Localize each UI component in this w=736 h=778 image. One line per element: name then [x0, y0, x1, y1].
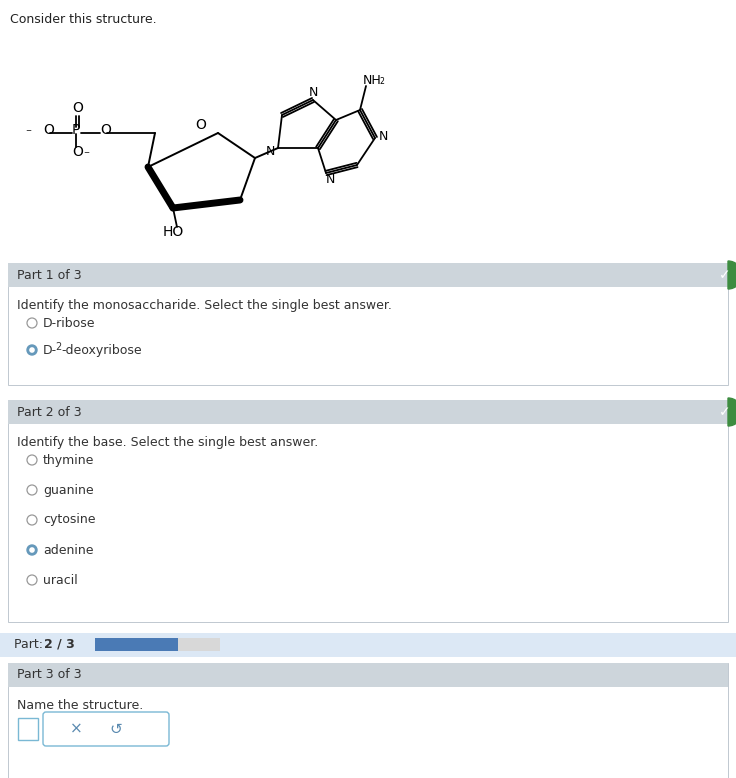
Text: ↺: ↺	[110, 721, 122, 737]
Text: thymine: thymine	[43, 454, 94, 467]
FancyBboxPatch shape	[8, 400, 728, 622]
Circle shape	[30, 348, 34, 352]
Text: cytosine: cytosine	[43, 513, 96, 527]
Text: ✓: ✓	[719, 405, 731, 419]
FancyBboxPatch shape	[0, 633, 736, 657]
Text: Part 3 of 3: Part 3 of 3	[17, 668, 82, 682]
Text: HO: HO	[163, 225, 184, 239]
Text: O: O	[100, 123, 111, 137]
Text: O: O	[195, 118, 206, 132]
Text: N: N	[378, 129, 388, 142]
Text: Part 1 of 3: Part 1 of 3	[17, 268, 82, 282]
FancyBboxPatch shape	[95, 638, 220, 651]
Text: ×: ×	[70, 721, 82, 737]
Text: D-: D-	[43, 344, 57, 356]
Text: P: P	[72, 123, 80, 137]
FancyBboxPatch shape	[8, 663, 728, 687]
FancyBboxPatch shape	[8, 263, 728, 385]
Text: N: N	[325, 173, 335, 185]
Text: uracil: uracil	[43, 573, 78, 587]
Text: ✓: ✓	[719, 268, 731, 282]
FancyBboxPatch shape	[8, 400, 728, 424]
Text: O: O	[72, 101, 83, 115]
Text: $^-$: $^-$	[24, 128, 33, 138]
Text: NH: NH	[363, 73, 382, 86]
Circle shape	[27, 345, 37, 355]
Text: O: O	[43, 123, 54, 137]
Text: Identify the monosaccharide. Select the single best answer.: Identify the monosaccharide. Select the …	[17, 299, 392, 312]
Text: $_2$: $_2$	[379, 75, 385, 88]
Text: 2 / 3: 2 / 3	[44, 637, 75, 650]
Text: -deoxyribose: -deoxyribose	[61, 344, 141, 356]
Text: adenine: adenine	[43, 544, 93, 556]
Text: Consider this structure.: Consider this structure.	[10, 13, 157, 26]
Text: N: N	[265, 145, 275, 157]
Text: Name the structure.: Name the structure.	[17, 699, 144, 712]
Text: D-ribose: D-ribose	[43, 317, 96, 330]
FancyBboxPatch shape	[43, 712, 169, 746]
FancyBboxPatch shape	[95, 638, 178, 651]
Text: Identify the base. Select the single best answer.: Identify the base. Select the single bes…	[17, 436, 318, 449]
Wedge shape	[728, 261, 736, 289]
Text: Part:: Part:	[14, 637, 47, 650]
Circle shape	[30, 548, 34, 552]
Text: $^-$: $^-$	[82, 150, 91, 160]
Wedge shape	[728, 398, 736, 426]
Text: O: O	[72, 145, 83, 159]
Text: guanine: guanine	[43, 483, 93, 496]
FancyBboxPatch shape	[8, 263, 728, 287]
Text: Part 2 of 3: Part 2 of 3	[17, 405, 82, 419]
FancyBboxPatch shape	[18, 718, 38, 740]
Text: N: N	[308, 86, 318, 99]
FancyBboxPatch shape	[8, 663, 728, 778]
Circle shape	[27, 545, 37, 555]
Text: 2: 2	[55, 342, 61, 352]
